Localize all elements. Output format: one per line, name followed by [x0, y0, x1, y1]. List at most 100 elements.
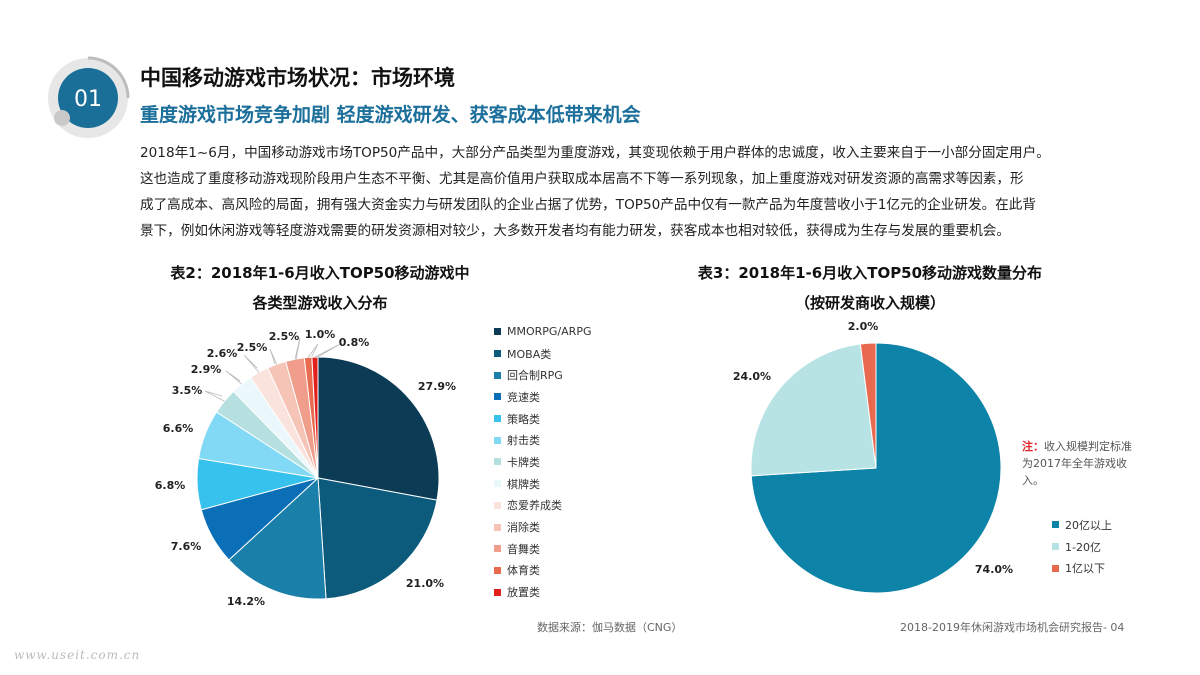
chart1-slice — [228, 476, 327, 600]
legend-label: 回合制RPG — [507, 369, 563, 383]
chart2-slice — [750, 343, 877, 477]
legend-swatch — [494, 393, 501, 401]
data-source: 数据来源：伽马数据（CNG） — [537, 621, 683, 634]
chart1-leader-line — [307, 343, 319, 359]
chart1-leader-line — [225, 370, 242, 385]
chart1-data-label: 27.9% — [418, 380, 456, 393]
legend-swatch — [494, 588, 501, 596]
legend-label: MOBA类 — [507, 347, 552, 361]
legend-swatch — [494, 566, 501, 574]
note-text: 收入规模判定标准为2017年全年游戏收入。 — [1022, 440, 1132, 487]
chart2-title: 表3：2018年1-6月收入TOP50移动游戏数量分布 （按研发商收入规模） — [660, 258, 1080, 318]
chart2-slice — [859, 342, 877, 469]
chart1-data-label: 21.0% — [406, 577, 444, 590]
badge-number: 01 — [74, 87, 102, 112]
chart1-slice — [317, 356, 440, 501]
legend-label: 射击类 — [507, 434, 540, 448]
chart1-legend-item: 射击类 — [494, 429, 591, 451]
chart1-data-label: 6.6% — [163, 422, 194, 435]
chart1-legend-item: 音舞类 — [494, 538, 591, 560]
section-badge: 01 — [48, 56, 130, 138]
legend-label: 消除类 — [507, 521, 540, 535]
chart1-data-label: 1.0% — [305, 328, 336, 341]
legend-label: 卡牌类 — [507, 455, 540, 469]
chart1-leader-line — [314, 343, 341, 359]
chart2-legend-item: 20亿以上 — [1052, 514, 1112, 536]
legend-label: 放置类 — [507, 586, 540, 600]
chart2-note: 注：收入规模判定标准为2017年全年游戏收入。 — [1022, 438, 1132, 489]
body-line: 这也造成了重度移动游戏现阶段用户生态不平衡、尤其是高价值用户获取成本居高不下等一… — [140, 171, 1024, 187]
chart1-data-label: 7.6% — [171, 540, 202, 553]
body-line: 景下，例如休闲游戏等轻度游戏需要的研发资源相对较少，大多数开发者均有能力研发，获… — [140, 223, 1010, 239]
chart1-legend-item: 回合制RPG — [494, 364, 591, 386]
legend-label: MMORPG/ARPG — [507, 325, 592, 339]
chart1-leader-line — [294, 337, 301, 361]
chart2-title-line1: 表3：2018年1-6月收入TOP50移动游戏数量分布 — [697, 264, 1043, 282]
legend-swatch — [494, 458, 501, 466]
legend-label: 竞速类 — [507, 390, 540, 404]
chart2-title-line2: （按研发商收入规模） — [794, 294, 945, 312]
chart1-legend-item: 恋爱养成类 — [494, 495, 591, 517]
legend-label: 恋爱养成类 — [507, 499, 562, 513]
chart1-legend-item: 棋牌类 — [494, 473, 591, 495]
chart1-data-label: 2.9% — [191, 363, 222, 376]
chart2-legend: 20亿以上 1-20亿 1亿以下 — [1052, 514, 1112, 579]
chart1-legend: MMORPG/ARPG MOBA类回合制RPG 竞速类策略类射击类卡牌类棋牌类恋爱养… — [494, 321, 591, 603]
chart2-legend-item: 1-20亿 — [1052, 536, 1112, 558]
legend-label: 策略类 — [507, 412, 540, 426]
chart1-data-label: 14.2% — [227, 595, 265, 608]
chart1-legend-item: 消除类 — [494, 516, 591, 538]
legend-label: 1-20亿 — [1065, 540, 1101, 554]
legend-swatch — [494, 328, 501, 336]
legend-swatch — [494, 480, 501, 488]
chart1-data-label: 2.5% — [269, 330, 300, 343]
watermark: www.useit.com.cn — [14, 648, 141, 662]
chart1-leader-line — [204, 390, 225, 402]
chart1-title: 表2：2018年1-6月收入TOP50移动游戏中 各类型游戏收入分布 — [170, 258, 470, 318]
chart1-data-label: 2.5% — [237, 341, 268, 354]
legend-swatch — [1052, 564, 1059, 572]
chart1-legend-item: 卡牌类 — [494, 451, 591, 473]
legend-label: 体育类 — [507, 564, 540, 578]
page-subtitle: 重度游戏市场竞争加剧 轻度游戏研发、获客成本低带来机会 — [140, 104, 641, 126]
legend-swatch — [494, 501, 501, 509]
page-title: 中国移动游戏市场状况：市场环境 — [140, 66, 455, 90]
footer-page-label: 2018-2019年休闲游戏市场机会研究报告- 04 — [900, 621, 1125, 634]
chart1-leader-line — [243, 354, 260, 373]
legend-label: 音舞类 — [507, 542, 540, 556]
legend-swatch — [494, 523, 501, 531]
chart2-data-label: 2.0% — [848, 320, 879, 333]
chart2-data-label: 24.0% — [733, 370, 771, 383]
chart1-legend-item: MOBA类 — [494, 343, 591, 365]
chart1-slice — [317, 477, 438, 600]
chart1-leader-line — [269, 348, 277, 365]
chart1-legend-item: 竞速类 — [494, 386, 591, 408]
legend-swatch — [1052, 543, 1059, 551]
legend-swatch — [494, 545, 501, 553]
legend-swatch — [494, 350, 501, 358]
note-prefix: 注： — [1022, 440, 1044, 453]
legend-swatch — [494, 371, 501, 379]
chart1-data-label: 2.6% — [207, 347, 238, 360]
body-paragraph: 2018年1~6月，中国移动游戏市场TOP50产品中，大部分产品类型为重度游戏，… — [140, 140, 1150, 244]
legend-swatch — [494, 436, 501, 444]
body-line: 成了高成本、高风险的局面，拥有强大资金实力与研发团队的企业占据了优势，TOP50… — [140, 197, 1036, 213]
chart1-legend-item: 放置类 — [494, 581, 591, 603]
chart2-data-label: 74.0% — [975, 563, 1013, 576]
chart1-title-line2: 各类型游戏收入分布 — [252, 294, 388, 312]
chart1-title-line1: 表2：2018年1-6月收入TOP50移动游戏中 — [170, 264, 470, 282]
body-line: 2018年1~6月，中国移动游戏市场TOP50产品中，大部分产品类型为重度游戏，… — [140, 145, 1050, 161]
chart1-legend-item: 体育类 — [494, 560, 591, 582]
chart1-data-label: 3.5% — [172, 384, 203, 397]
chart2-legend-item: 1亿以下 — [1052, 557, 1112, 579]
chart1-data-label: 0.8% — [339, 336, 370, 349]
legend-label: 棋牌类 — [507, 477, 540, 491]
chart1-data-label: 6.8% — [155, 479, 186, 492]
legend-swatch — [1052, 521, 1059, 529]
legend-swatch — [494, 415, 501, 423]
legend-label: 20亿以上 — [1065, 518, 1112, 532]
legend-label: 1亿以下 — [1065, 562, 1105, 576]
chart1-legend-item: MMORPG/ARPG — [494, 321, 591, 343]
chart1-legend-item: 策略类 — [494, 408, 591, 430]
